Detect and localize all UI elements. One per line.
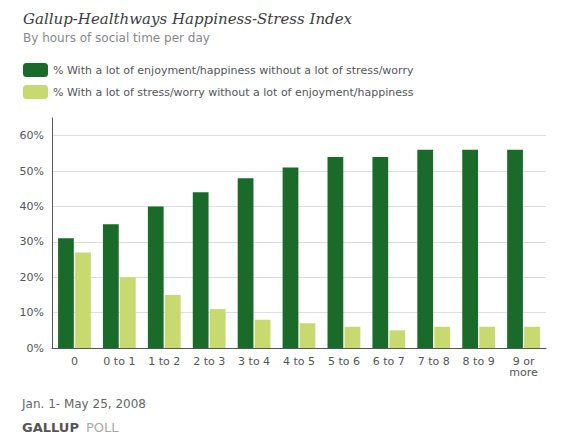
svg-text:% With a lot of enjoyment/happ: % With a lot of enjoyment/happiness with… — [53, 64, 414, 77]
svg-text:0%: 0% — [27, 342, 44, 355]
svg-text:1 to 2: 1 to 2 — [148, 355, 180, 368]
svg-text:% With a lot of stress/worry w: % With a lot of stress/worry without a l… — [53, 86, 414, 99]
svg-text:POLL: POLL — [86, 420, 119, 435]
svg-text:Gallup-Healthways Happiness-St: Gallup-Healthways Happiness-Stress Index — [23, 10, 353, 28]
svg-text:60%: 60% — [20, 129, 44, 142]
svg-text:5 to 6: 5 to 6 — [328, 355, 360, 368]
svg-text:0: 0 — [71, 355, 78, 368]
svg-text:40%: 40% — [20, 200, 44, 213]
svg-text:GALLUP: GALLUP — [22, 420, 79, 435]
svg-text:50%: 50% — [20, 165, 44, 178]
svg-text:0 to 1: 0 to 1 — [103, 355, 135, 368]
svg-text:30%: 30% — [20, 235, 44, 248]
svg-text:9 or: 9 or — [512, 355, 535, 368]
svg-text:8 to 9: 8 to 9 — [463, 355, 495, 368]
svg-text:4 to 5: 4 to 5 — [283, 355, 315, 368]
svg-text:3 to 4: 3 to 4 — [238, 355, 270, 368]
svg-text:more: more — [509, 366, 538, 379]
svg-text:Jan. 1- May 25, 2008: Jan. 1- May 25, 2008 — [21, 397, 146, 411]
svg-text:2 to 3: 2 to 3 — [193, 355, 225, 368]
svg-text:20%: 20% — [20, 271, 44, 284]
svg-text:By hours of social time per da: By hours of social time per day — [23, 31, 210, 45]
svg-text:10%: 10% — [20, 306, 44, 319]
svg-text:7 to 8: 7 to 8 — [418, 355, 450, 368]
svg-text:6 to 7: 6 to 7 — [373, 355, 405, 368]
